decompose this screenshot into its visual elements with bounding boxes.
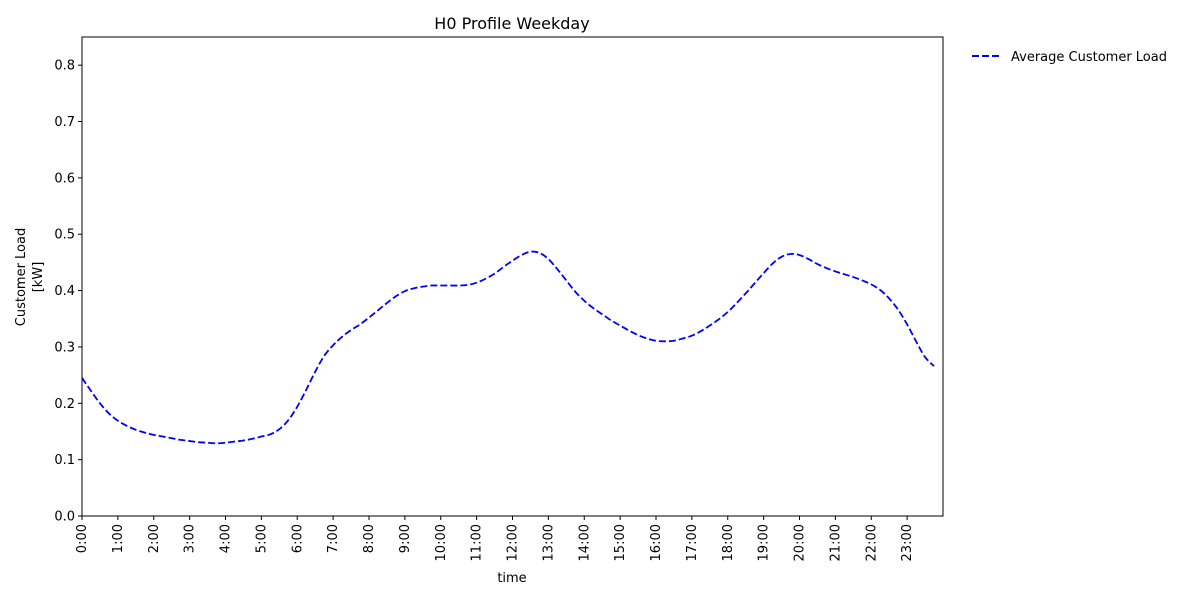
x-tick-label: 11:00: [470, 524, 485, 561]
x-tick-label: 2:00: [147, 524, 162, 553]
y-tick-label: 0.5: [54, 228, 75, 243]
y-tick-label: 0.7: [54, 115, 75, 130]
legend-label-average-customer-load: Average Customer Load: [1011, 50, 1167, 65]
x-tick-label: 18:00: [721, 524, 736, 561]
x-tick-label: 21:00: [828, 524, 843, 561]
x-tick-label: 13:00: [541, 524, 556, 561]
x-axis-label: time: [497, 571, 526, 586]
plot-frame: [81, 36, 944, 517]
x-tick-label: 7:00: [326, 524, 341, 553]
x-tick-label: 14:00: [577, 524, 592, 561]
x-tick-label: 22:00: [864, 524, 879, 561]
y-tick-label: 0.8: [54, 59, 75, 74]
x-tick-label: 15:00: [613, 524, 628, 561]
x-tick-label: 12:00: [506, 524, 521, 561]
y-axis-label-line-2: [kW]: [31, 262, 46, 293]
chart-title: H0 Profile Weekday: [434, 14, 589, 33]
x-tick-label: 17:00: [685, 524, 700, 561]
y-tick-label: 0.1: [54, 453, 75, 468]
y-tick-label: 0.3: [54, 340, 75, 355]
x-tick-label: 0:00: [75, 524, 90, 553]
series-layer: [81, 250, 935, 445]
x-tick-label: 5:00: [254, 524, 269, 553]
y-axis-label-line-1: Customer Load: [14, 228, 29, 326]
x-tick-label: 23:00: [900, 524, 915, 561]
x-tick-label: 10:00: [434, 524, 449, 561]
y-tick-label: 0.4: [54, 284, 75, 299]
x-tick-label: 1:00: [111, 524, 126, 553]
y-tick-label: 0.6: [54, 171, 75, 186]
x-tick-label: 20:00: [793, 524, 808, 561]
x-tick-label: 16:00: [649, 524, 664, 561]
x-tick-label: 6:00: [290, 524, 305, 553]
x-tick-label: 9:00: [398, 524, 413, 553]
x-tick-label: 19:00: [757, 524, 772, 561]
x-tick-label: 4:00: [219, 524, 234, 553]
x-axis-ticks: 0:00 1:00 2:00 3:00 4:00 5:00 6:00 7:00 8:00 9:00…: [75, 516, 915, 561]
x-tick-label: 8:00: [362, 524, 377, 553]
series-line-0: [81, 250, 935, 445]
y-axis-ticks: 0.0 0.1 0.2 0.3 0.4 0.5 0.6 0.7 0.8: [54, 59, 82, 525]
y-tick-label: 0.0: [54, 510, 75, 525]
x-tick-label: 3:00: [183, 524, 198, 553]
legend: Average Customer Load: [972, 50, 1167, 65]
y-tick-label: 0.2: [54, 397, 75, 412]
